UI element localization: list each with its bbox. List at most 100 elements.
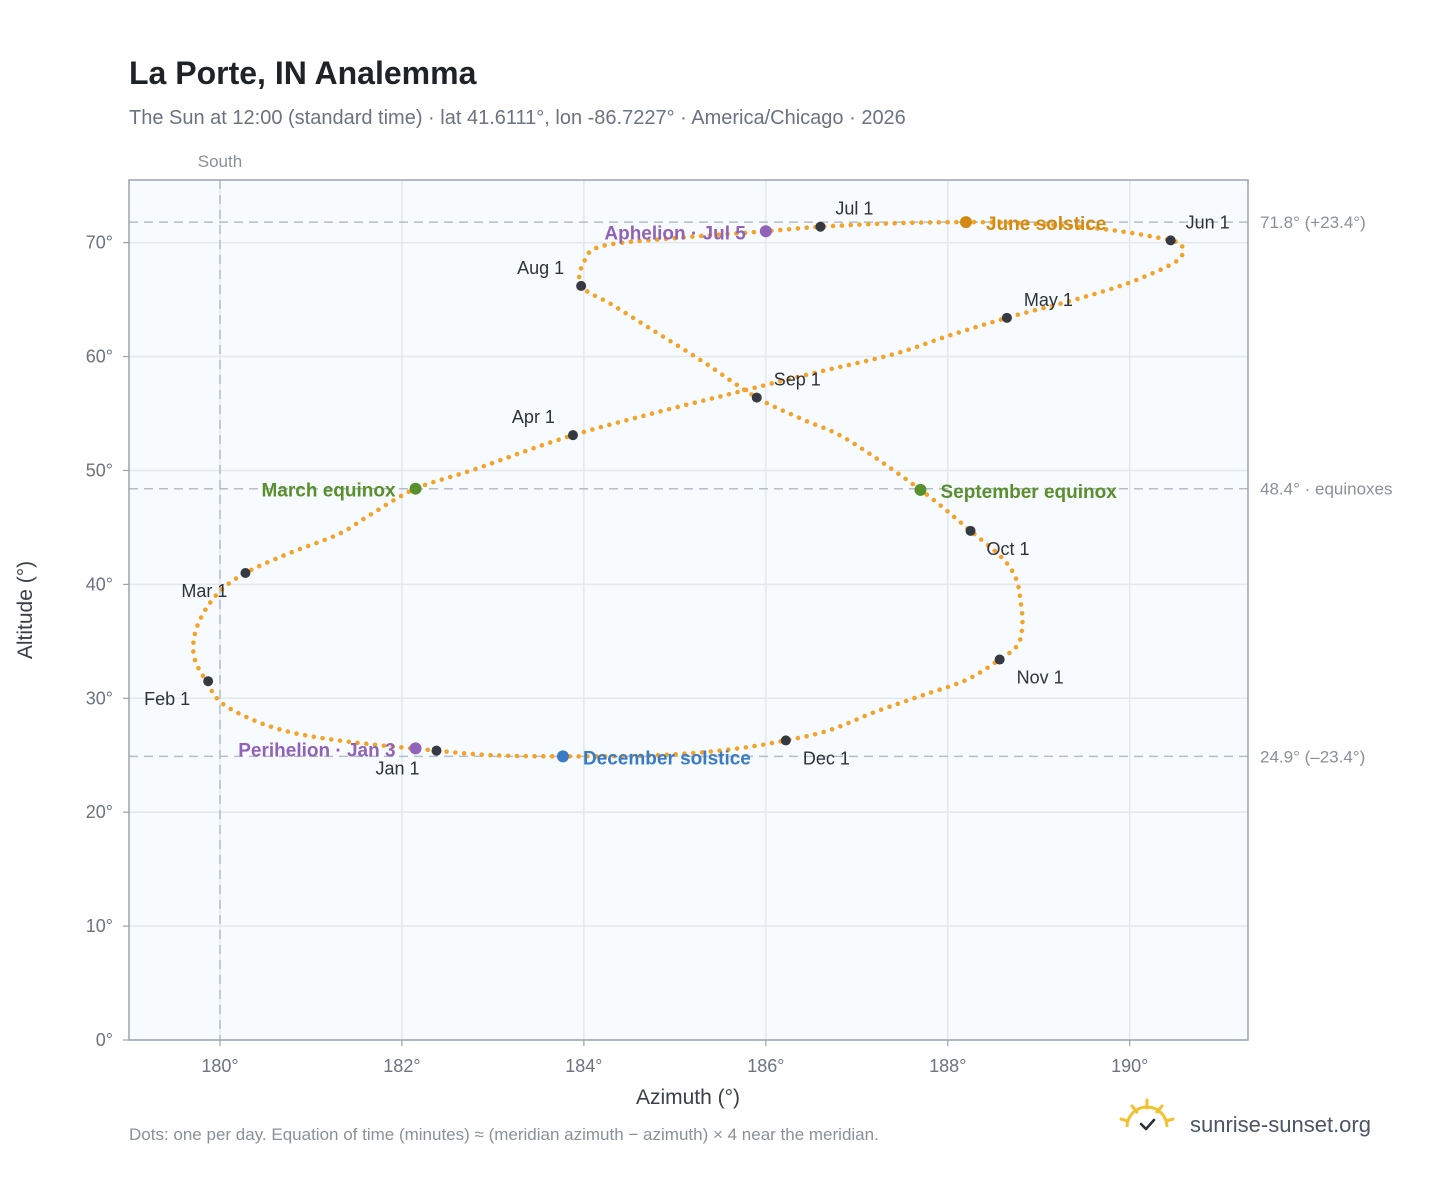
month-label: Sep 1 xyxy=(774,370,821,390)
daily-dot xyxy=(363,741,369,747)
daily-dot xyxy=(355,740,360,746)
daily-dot xyxy=(796,415,802,421)
month-markers: Jan 1 Feb 1 Mar 1 Apr 1 May 1 Jun 1 Jul 1 Aug 1… xyxy=(144,199,1230,779)
daily-dot xyxy=(531,445,536,451)
daily-dot xyxy=(547,440,553,445)
daily-dot xyxy=(1004,561,1010,566)
daily-dot xyxy=(846,720,851,726)
daily-dot xyxy=(998,554,1004,560)
daily-dot xyxy=(887,704,892,710)
daily-dot xyxy=(675,404,680,410)
daily-dot xyxy=(939,335,945,341)
daily-dot xyxy=(708,749,714,754)
x-axis-label: Azimuth (°) xyxy=(636,1086,740,1109)
daily-dot xyxy=(698,357,703,363)
daily-dot xyxy=(200,673,206,679)
daily-dot xyxy=(630,315,636,321)
month-marker xyxy=(1165,235,1176,246)
daily-dot xyxy=(880,354,886,360)
daily-dot xyxy=(638,753,643,759)
daily-dot xyxy=(1077,224,1083,230)
daily-dot xyxy=(615,420,621,425)
daily-dot xyxy=(786,376,792,382)
daily-dot xyxy=(989,219,995,225)
event-marker xyxy=(556,750,569,763)
daily-dot xyxy=(717,748,722,753)
month-label: Mar 1 xyxy=(181,581,227,601)
daily-dot xyxy=(901,220,906,226)
daily-dot xyxy=(777,379,783,384)
daily-dot xyxy=(320,735,325,741)
daily-dot xyxy=(479,752,484,757)
daily-dot xyxy=(1015,220,1021,226)
daily-dot xyxy=(1033,221,1039,227)
daily-dot xyxy=(892,220,898,226)
daily-dot xyxy=(209,688,215,694)
daily-dot xyxy=(726,391,732,397)
daily-dot xyxy=(699,750,705,755)
chart-title: La Porte, IN Analemma xyxy=(129,55,477,91)
daily-dot xyxy=(195,623,200,628)
daily-dot xyxy=(489,460,495,466)
daily-dot xyxy=(600,297,606,302)
daily-dot xyxy=(658,409,663,414)
daily-dot xyxy=(1129,230,1135,236)
daily-dot xyxy=(865,221,871,227)
daily-dot xyxy=(249,567,254,573)
daily-dot xyxy=(945,219,950,225)
daily-dot xyxy=(1158,267,1163,272)
daily-dot xyxy=(453,750,458,755)
daily-dot xyxy=(1013,576,1019,581)
daily-dot xyxy=(958,520,964,525)
y-axis-ticks: 0° 10° 20° 30° 40° 50° 60° 70° xyxy=(86,233,129,1050)
daily-dot xyxy=(505,753,511,759)
daily-dot xyxy=(846,362,852,368)
x-tick-label: 186° xyxy=(747,1056,784,1076)
daily-dot xyxy=(701,398,706,403)
daily-dot xyxy=(668,338,673,344)
daily-dot xyxy=(1117,283,1123,289)
daily-dot xyxy=(857,222,862,227)
daily-dot xyxy=(981,322,987,327)
month-label: Dec 1 xyxy=(803,748,850,768)
daily-dot xyxy=(1095,226,1100,231)
daily-dot xyxy=(660,334,666,339)
daily-dot xyxy=(780,408,786,413)
daily-dot xyxy=(804,733,809,739)
daily-dot xyxy=(948,332,953,338)
daily-dot xyxy=(646,753,652,758)
daily-dot xyxy=(872,356,877,362)
daily-dot xyxy=(498,457,503,463)
daily-dot xyxy=(192,657,198,663)
daily-dot xyxy=(741,387,747,392)
daily-dot xyxy=(481,463,487,469)
month-marker xyxy=(576,280,587,291)
daily-dot xyxy=(615,306,621,311)
grid-lines xyxy=(129,180,1248,1041)
daily-dot xyxy=(252,718,257,723)
daily-dot xyxy=(992,548,998,554)
daily-dot xyxy=(207,600,213,605)
daily-dot xyxy=(938,503,943,508)
daily-dot xyxy=(897,349,903,355)
daily-dot xyxy=(514,753,520,759)
daily-dot xyxy=(473,466,478,472)
daily-dot xyxy=(839,223,845,228)
daily-dot xyxy=(931,497,937,503)
event-label: December solstice xyxy=(583,748,751,769)
daily-dot xyxy=(910,481,916,487)
event-marker xyxy=(759,225,772,238)
month-marker xyxy=(1001,312,1012,323)
month-marker xyxy=(994,654,1005,665)
daily-dot xyxy=(1013,644,1019,650)
month-marker xyxy=(815,221,826,232)
daily-dot xyxy=(788,411,794,417)
y-tick-label: 60° xyxy=(86,347,113,367)
daily-dot xyxy=(654,237,660,242)
daily-dot xyxy=(431,479,436,485)
y-tick-label: 30° xyxy=(86,688,113,708)
event-markers: March equinox June solstice September equi… xyxy=(238,214,1117,769)
daily-dot xyxy=(456,472,461,477)
daily-dot xyxy=(264,560,270,565)
